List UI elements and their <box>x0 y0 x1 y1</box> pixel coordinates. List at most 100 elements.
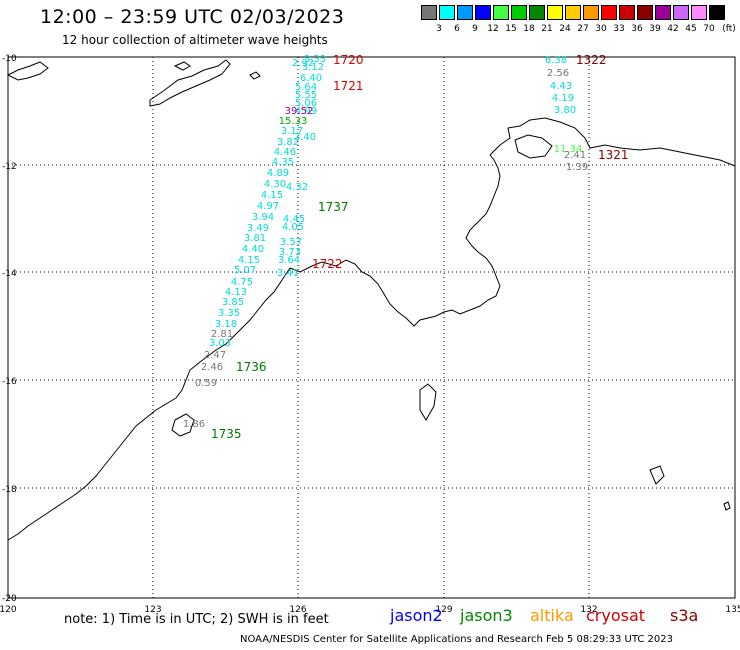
color-scale-label: 27 <box>577 24 589 34</box>
wave-height-value: 1.86 <box>183 419 205 430</box>
kimberley-west-coast <box>7 267 291 541</box>
latitude-tick-label: -10 <box>2 54 17 64</box>
color-scale-swatch <box>457 5 473 20</box>
longitude-tick-label: 129 <box>435 605 452 615</box>
offshore-islet <box>419 383 437 421</box>
latitude-tick-label: -12 <box>2 162 17 172</box>
islet-coast <box>173 61 191 71</box>
wave-height-value: 6.40 <box>300 73 322 84</box>
color-scale-swatch <box>691 5 707 20</box>
color-scale-swatch <box>475 5 491 20</box>
wave-height-value: 2.46 <box>201 362 223 373</box>
wave-height-value: 2.41 <box>564 150 586 161</box>
wave-height-value: 4.32 <box>286 182 308 193</box>
page-title: 12:00 – 23:59 UTC 02/03/2023 <box>40 6 345 28</box>
offshore-islet <box>723 501 731 511</box>
kimberley-coast <box>289 154 501 327</box>
page-subtitle: 12 hour collection of altimeter wave hei… <box>62 33 328 47</box>
wave-height-value: 3.80 <box>554 105 576 116</box>
longitude-tick-label: 123 <box>144 605 161 615</box>
wave-height-value: 0.59 <box>195 378 217 389</box>
wave-height-value: 3.33 <box>304 54 326 65</box>
legend-entry-s3a: s3a <box>670 606 699 625</box>
bonaparte-islets <box>171 413 195 437</box>
wave-height-value: 5.07 <box>234 265 256 276</box>
longitude-tick-label: 120 <box>0 605 17 615</box>
wave-height-value: 3.49 <box>247 223 269 234</box>
pass-time-label: 1321 <box>598 148 629 162</box>
credit-line: NOAA/NESDIS Center for Satellite Applica… <box>240 634 673 645</box>
timor-coast <box>6 61 49 81</box>
color-scale-swatch <box>637 5 653 20</box>
color-scale-label: 21 <box>541 24 553 34</box>
wave-height-value: 3.82 <box>277 137 299 148</box>
wave-height-value: 4.75 <box>231 277 253 288</box>
legend-entry-jason2: jason2 <box>390 606 443 625</box>
color-scale-swatch <box>601 5 617 20</box>
wave-height-value: 4.13 <box>225 287 247 298</box>
wave-height-value: 5.55 <box>295 90 317 101</box>
color-scale-label: 33 <box>613 24 625 34</box>
color-scale-label: 15 <box>505 24 517 34</box>
pass-time-label: 1737 <box>318 200 349 214</box>
pass-time-label: 1720 <box>333 53 364 67</box>
legend-entry-altika: altika <box>530 606 574 625</box>
color-scale-label: 45 <box>685 24 697 34</box>
wave-height-value: 3.81 <box>244 233 266 244</box>
wave-height-value: 3.40 <box>294 132 316 143</box>
wave-height-value: 11.34 <box>554 144 583 155</box>
color-scale-swatch <box>511 5 527 20</box>
map-frame <box>7 56 736 599</box>
wave-height-value: 6.38 <box>545 55 567 66</box>
color-scale-swatch <box>493 5 509 20</box>
color-scale-swatch <box>709 5 725 20</box>
wave-height-value: 4.99 <box>295 106 317 117</box>
wave-height-value: 2.81 <box>211 329 233 340</box>
color-scale-swatch <box>547 5 563 20</box>
color-scale-swatch <box>439 5 455 20</box>
latitude-tick-label: -20 <box>2 594 17 604</box>
latitude-tick-label: -18 <box>2 485 17 495</box>
color-scale-label: 36 <box>631 24 643 34</box>
pass-time-label: 1721 <box>333 79 364 93</box>
color-scale-swatch <box>529 5 545 20</box>
melville-coast <box>514 134 553 159</box>
wave-height-value: 39.52 <box>285 106 314 117</box>
wave-height-value: 3.85 <box>222 297 244 308</box>
wave-height-value: 4.43 <box>550 81 572 92</box>
wave-height-value: 3.12 <box>302 62 324 73</box>
color-scale-swatch <box>583 5 599 20</box>
wave-height-value: 3.57 <box>280 237 302 248</box>
coastlines <box>6 59 736 541</box>
color-scale-swatch <box>421 5 437 20</box>
wave-height-value: 4.97 <box>257 201 279 212</box>
footnote: note: 1) Time is in UTC; 2) SWH is in fe… <box>64 612 329 627</box>
wave-height-value: 4.46 <box>274 147 296 158</box>
wave-height-value: 4.30 <box>264 179 286 190</box>
longitude-tick-label: 126 <box>289 605 306 615</box>
wave-height-value: 1.39 <box>566 162 588 173</box>
wave-height-value: 3.03 <box>209 338 231 349</box>
pass-time-label: 1722 <box>312 257 343 271</box>
wave-height-value: 15.33 <box>279 116 308 127</box>
wave-height-value: 4.15 <box>238 255 260 266</box>
color-scale-label: 12 <box>487 24 499 34</box>
wave-height-value: 2.92 <box>292 58 314 69</box>
color-scale-swatch <box>619 5 635 20</box>
wave-height-value: 4.35 <box>272 157 294 168</box>
color-scale-unit: (ft) <box>722 24 736 34</box>
pass-time-label: 1735 <box>211 427 242 441</box>
latitude-tick-label: -14 <box>2 269 17 279</box>
wave-height-points: 3.332.923.126.405.645.555.064.9939.5215.… <box>183 53 629 441</box>
islet-coast <box>249 71 261 80</box>
color-scale-label: 9 <box>472 24 478 34</box>
wave-height-value: 4.15 <box>261 190 283 201</box>
color-scale-label: 30 <box>595 24 607 34</box>
color-scale-label: 70 <box>703 24 715 34</box>
wave-height-value: 4.40 <box>242 244 264 255</box>
wave-height-value: 4.05 <box>282 222 304 233</box>
legend-entry-jason3: jason3 <box>460 606 513 625</box>
color-scale-label: 24 <box>559 24 571 34</box>
